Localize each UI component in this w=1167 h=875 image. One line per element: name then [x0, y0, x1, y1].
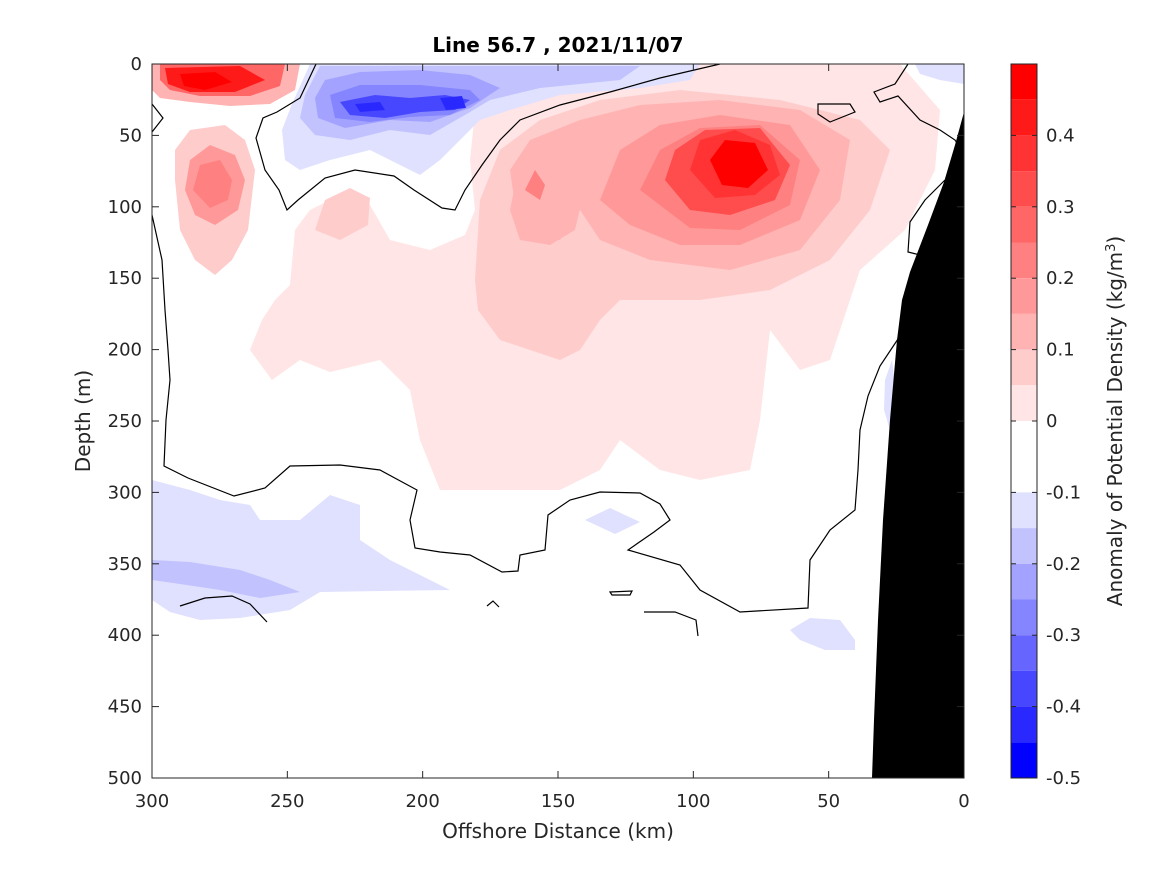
colorbar-swatch [1011, 64, 1037, 100]
colorbar-swatch [1011, 635, 1037, 671]
colorbar-swatch [1011, 349, 1037, 386]
colorbar-swatch [1011, 99, 1037, 136]
colorbar-tick-label: 0 [1046, 411, 1057, 432]
colorbar-title-main: Anomaly of Potential Density (kg/m [1103, 252, 1127, 606]
x-tick-label: 200 [405, 791, 439, 812]
y-tick-label: 350 [108, 554, 142, 575]
colorbar-tick-label: -0.5 [1046, 768, 1081, 789]
y-tick-label: 0 [131, 54, 142, 75]
colorbar-tick-label: -0.1 [1046, 482, 1081, 503]
colorbar: 0.4 0.3 0.2 0.1 0 -0.1 -0.2 -0.3 -0.4 -0.5 [1010, 63, 1081, 789]
anomaly-band [585, 508, 640, 534]
x-tick-label: 50 [817, 791, 840, 812]
colorbar-tick-label: -0.4 [1046, 697, 1081, 718]
colorbar-swatch [1011, 385, 1037, 421]
colorbar-swatch [1011, 599, 1037, 636]
contour-zero-deep [486, 600, 500, 608]
colorbar-tick-label: -0.3 [1046, 625, 1081, 646]
colorbar-title-end: ) [1103, 236, 1127, 244]
contour-zero-upper [873, 64, 963, 151]
colorbar-swatch [1011, 670, 1037, 707]
anomaly-band [152, 560, 300, 598]
colorbar-swatch [1011, 528, 1037, 564]
contour-zero-upper [152, 103, 164, 133]
y-tick-label: 300 [108, 482, 142, 503]
x-tick-label: 100 [676, 791, 710, 812]
y-tick-label: 500 [108, 768, 142, 789]
y-tick-label: 200 [108, 340, 142, 361]
anomaly-band [355, 96, 466, 112]
y-axis-title: Depth (m) [71, 370, 95, 472]
contour-zero-deep [644, 611, 699, 637]
zero-contours [152, 64, 963, 637]
contour-zero-upper [152, 214, 901, 613]
y-tick-label: 100 [108, 197, 142, 218]
y-tick-label: 250 [108, 411, 142, 432]
anomaly-band [180, 72, 232, 90]
x-tick-label: 250 [270, 791, 304, 812]
contour-zero-upper [255, 64, 721, 212]
y-axis: 0 50 100 150 200 250 300 350 400 450 500 [108, 54, 964, 789]
colorbar-swatch [1011, 742, 1037, 778]
bathymetry-mask [872, 112, 964, 778]
contour-zero-upper [817, 103, 856, 123]
colorbar-swatch [1011, 421, 1037, 457]
anomaly-band [510, 140, 582, 245]
colorbar-swatch [1011, 313, 1037, 350]
contour-zero-deep [179, 595, 268, 623]
anomaly-band [790, 618, 855, 650]
colorbar-swatch [1011, 135, 1037, 172]
colorbar-swatch [1011, 492, 1037, 529]
colorbar-swatch [1011, 456, 1037, 493]
y-tick-label: 400 [108, 625, 142, 646]
x-tick-label: 300 [135, 791, 169, 812]
colorbar-tick-label: 0.4 [1046, 125, 1075, 146]
colorbar-title: Anomaly of Potential Density (kg/m3) [1103, 236, 1127, 606]
y-tick-label: 50 [119, 125, 142, 146]
x-axis: 300 250 200 150 100 50 0 [135, 64, 970, 812]
colorbar-swatch [1011, 278, 1037, 314]
density-anomaly-field [152, 64, 964, 650]
colorbar-swatch [1011, 206, 1037, 243]
anomaly-band [915, 64, 964, 84]
x-tick-label: 150 [541, 791, 575, 812]
y-tick-label: 150 [108, 268, 142, 289]
contour-zero-deep [608, 590, 633, 596]
colorbar-tick-label: 0.1 [1046, 340, 1075, 361]
colorbar-swatch [1011, 242, 1037, 279]
x-tick-label: 0 [958, 791, 969, 812]
colorbar-swatch [1011, 563, 1037, 600]
colorbar-tick-label: 0.3 [1046, 197, 1075, 218]
y-tick-label: 450 [108, 697, 142, 718]
colorbar-tick-label: -0.2 [1046, 554, 1081, 575]
colorbar-swatch [1011, 706, 1037, 743]
x-axis-title: Offshore Distance (km) [442, 819, 674, 843]
anomaly-band [340, 95, 470, 118]
chart-title: Line 56.7 , 2021/11/07 [432, 33, 683, 57]
anomaly-band [525, 170, 545, 200]
anomaly-band [710, 140, 768, 188]
anomaly-band [315, 188, 370, 240]
colorbar-tick-label: 0.2 [1046, 268, 1075, 289]
colorbar-swatch [1011, 171, 1037, 207]
colorbar-title-sup: 3 [1104, 244, 1119, 252]
anomaly-band [193, 160, 232, 208]
